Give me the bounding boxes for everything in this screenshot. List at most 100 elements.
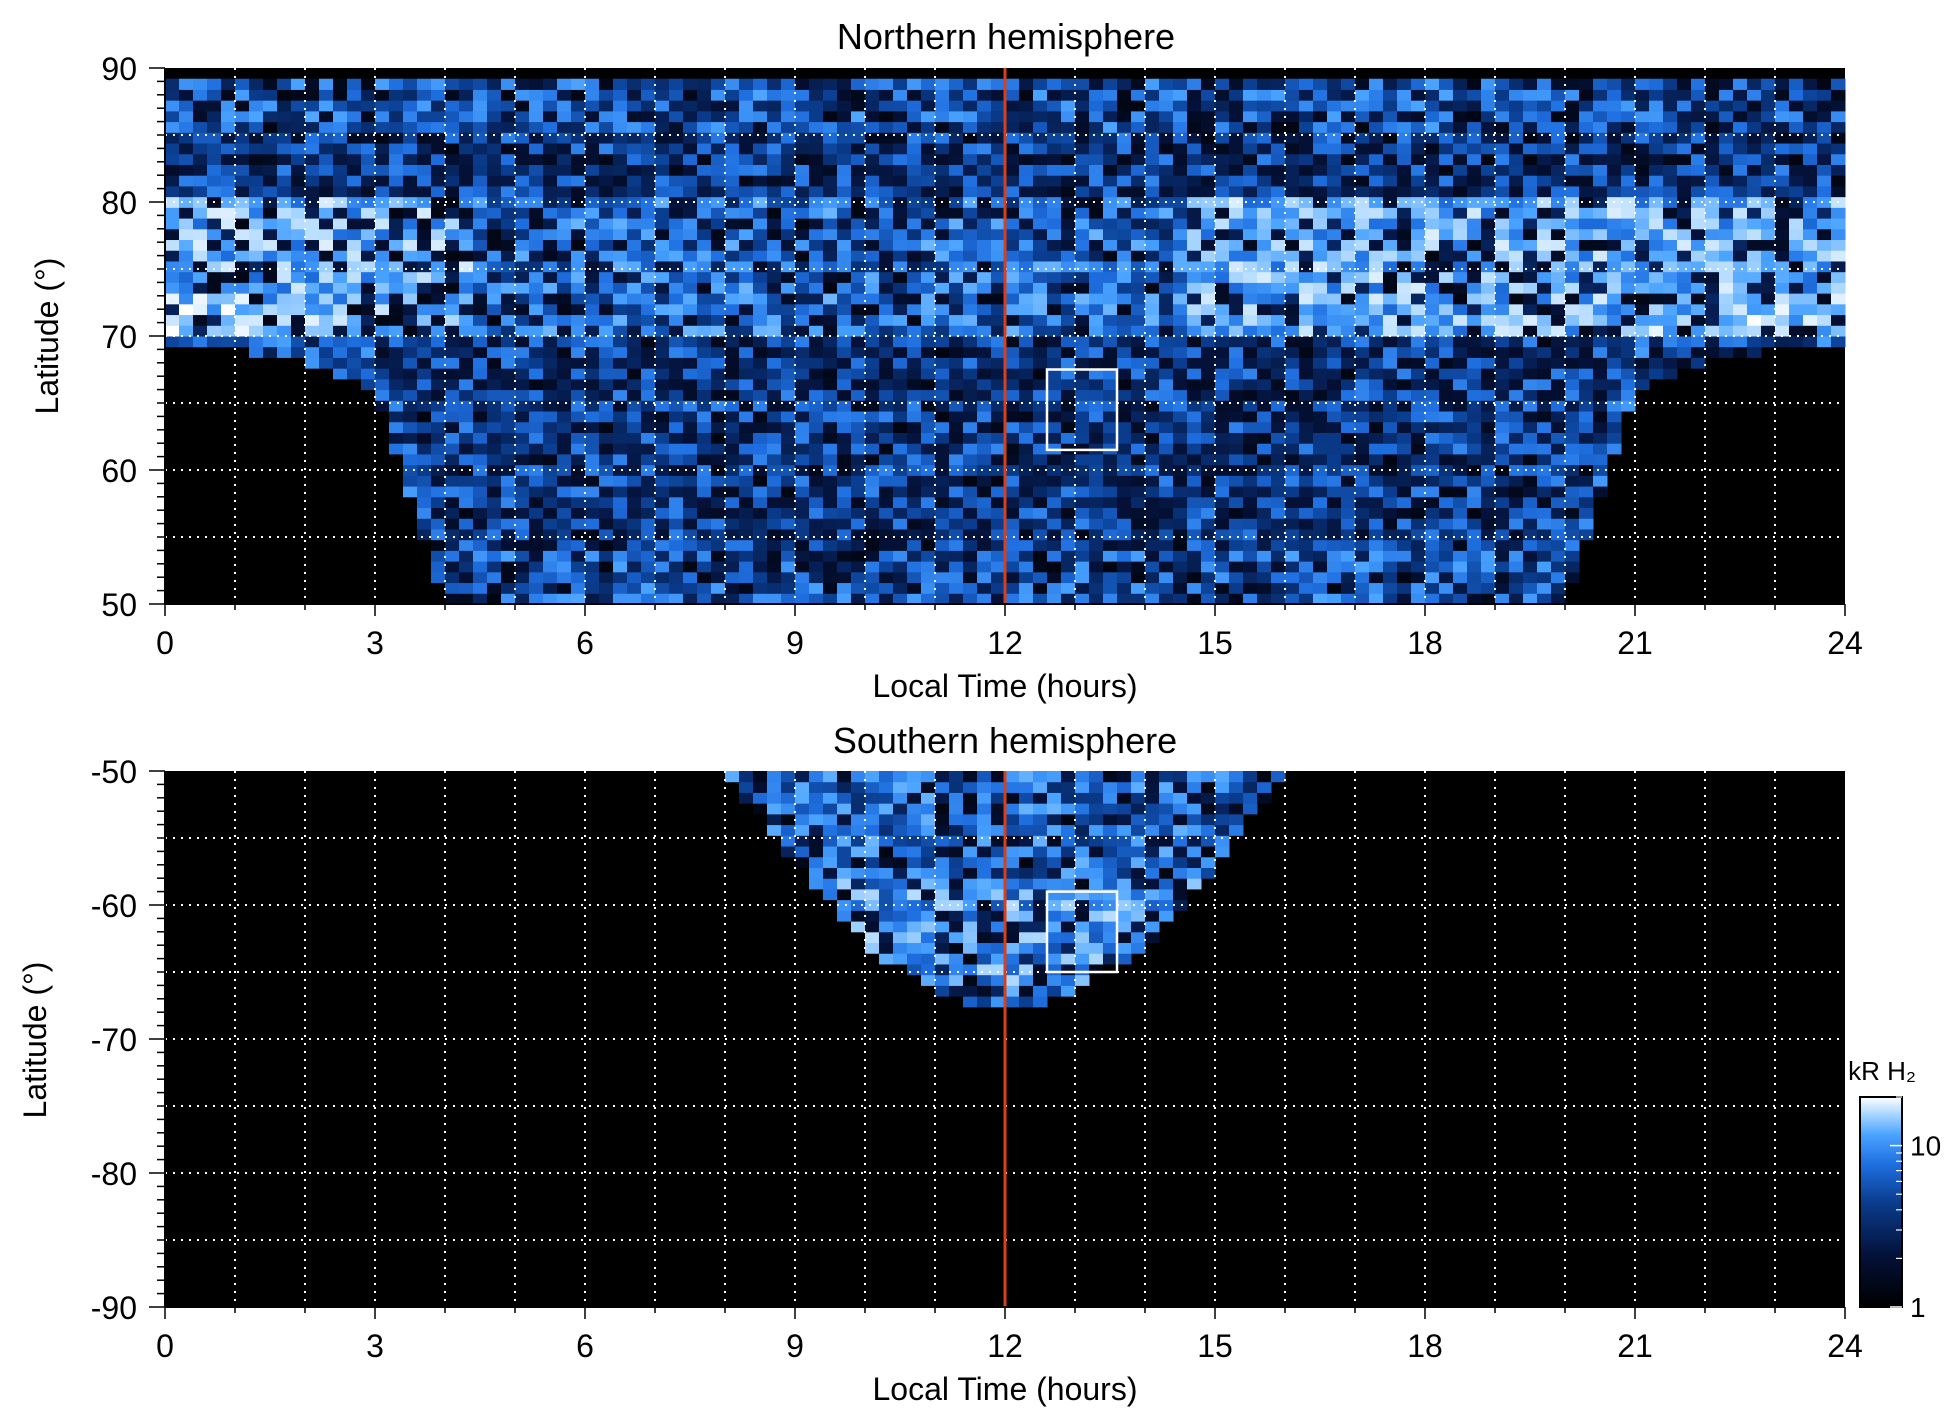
north-heat-cell: [319, 218, 334, 230]
north-heat-cell: [1187, 325, 1202, 337]
north-heat-cell: [1537, 143, 1552, 155]
north-heat-cell: [333, 271, 348, 283]
north-heat-cell: [1187, 539, 1202, 551]
north-heat-cell: [1467, 475, 1482, 487]
north-heat-cell: [1019, 325, 1034, 337]
north-heat-cell: [1229, 207, 1244, 219]
north-heat-cell: [1411, 561, 1426, 573]
north-heat-cell: [1733, 346, 1748, 358]
north-heat-cell: [1341, 496, 1356, 509]
north-heat-cell: [809, 582, 824, 594]
north-heat-cell: [935, 303, 950, 316]
north-heat-cell: [1579, 250, 1594, 262]
north-heat-cell: [1607, 443, 1622, 455]
north-heat-cell: [795, 346, 810, 358]
north-heat-cell: [277, 260, 292, 273]
north-heat-cell: [277, 303, 292, 316]
north-heat-cell: [1593, 239, 1608, 251]
north-heat-cell: [431, 507, 446, 519]
north-heat-cell: [473, 207, 488, 219]
north-heat-cell: [431, 164, 446, 176]
north-heat-cell: [1397, 571, 1412, 584]
north-heat-cell: [1719, 121, 1734, 133]
north-heat-cell: [1691, 325, 1706, 337]
north-heat-cell: [277, 89, 292, 101]
north-heat-cell: [1005, 378, 1020, 391]
north-heat-cell: [893, 464, 908, 476]
north-heat-cell: [1061, 389, 1076, 401]
north-heat-cell: [879, 239, 894, 251]
north-heat-cell: [977, 196, 992, 208]
north-heat-cell: [193, 293, 208, 305]
north-heat-cell: [1397, 528, 1412, 541]
north-heat-cell: [935, 378, 950, 391]
north-heat-cell: [1355, 132, 1370, 144]
north-heat-cell: [585, 550, 600, 562]
north-heat-cell: [795, 314, 810, 326]
north-heat-cell: [515, 336, 530, 348]
north-heat-cell: [1201, 228, 1216, 241]
north-heat-cell: [1523, 378, 1538, 391]
north-heat-cell: [1117, 132, 1132, 144]
north-heat-cell: [795, 571, 810, 584]
north-heat-cell: [1733, 314, 1748, 326]
north-heat-cell: [417, 432, 432, 444]
north-heat-cell: [1159, 303, 1174, 316]
north-heat-cell: [1397, 100, 1412, 112]
north-heat-cell: [991, 164, 1006, 176]
north-heat-cell: [1257, 561, 1272, 573]
north-heat-cell: [1467, 550, 1482, 562]
north-heat-cell: [627, 143, 642, 155]
north-heat-cell: [1369, 421, 1384, 433]
north-heat-cell: [1649, 100, 1664, 112]
north-heat-cell: [613, 143, 628, 155]
north-heat-cell: [977, 561, 992, 573]
north-heat-cell: [487, 528, 502, 541]
north-heat-cell: [1747, 100, 1762, 112]
north-heat-cell: [1089, 303, 1104, 316]
north-heat-cell: [1663, 78, 1678, 90]
north-heat-cell: [655, 486, 670, 498]
north-heat-cell: [389, 100, 404, 112]
north-heat-cell: [893, 260, 908, 273]
north-heat-cell: [599, 368, 614, 380]
north-heat-cell: [1271, 561, 1286, 573]
north-heat-cell: [683, 110, 698, 123]
north-heat-cell: [1733, 303, 1748, 316]
north-heat-cell: [795, 78, 810, 90]
north-heat-cell: [1579, 357, 1594, 369]
north-heat-cell: [837, 593, 852, 605]
north-heat-cell: [515, 389, 530, 401]
north-heat-cell: [809, 218, 824, 230]
north-heat-cell: [851, 432, 866, 444]
north-heat-cell: [1593, 443, 1608, 455]
north-heat-cell: [1453, 411, 1468, 423]
north-heat-cell: [1425, 593, 1440, 605]
north-heat-cell: [837, 528, 852, 541]
north-heat-cell: [557, 400, 572, 412]
north-heat-cell: [375, 400, 390, 412]
north-heat-cell: [1257, 164, 1272, 176]
north-heat-cell: [1075, 389, 1090, 401]
north-heat-cell: [1047, 432, 1062, 444]
north-heat-cell: [641, 389, 656, 401]
north-heat-cell: [1453, 528, 1468, 541]
north-heat-cell: [837, 571, 852, 584]
north-heat-cell: [1047, 357, 1062, 369]
north-heat-cell: [1019, 196, 1034, 208]
north-heat-cell: [1537, 239, 1552, 251]
north-heat-cell: [669, 325, 684, 337]
north-heat-cell: [487, 550, 502, 562]
north-heat-cell: [179, 239, 194, 251]
north-heat-cell: [655, 582, 670, 594]
north-heat-cell: [753, 89, 768, 101]
north-heat-cell: [683, 571, 698, 584]
north-heat-cell: [501, 453, 516, 466]
north-heat-cell: [795, 582, 810, 594]
north-heat-cell: [1285, 121, 1300, 133]
north-heat-cell: [1467, 593, 1482, 605]
north-heat-cell: [725, 175, 740, 187]
north-heat-cell: [1565, 400, 1580, 412]
north-heat-cell: [1047, 271, 1062, 283]
